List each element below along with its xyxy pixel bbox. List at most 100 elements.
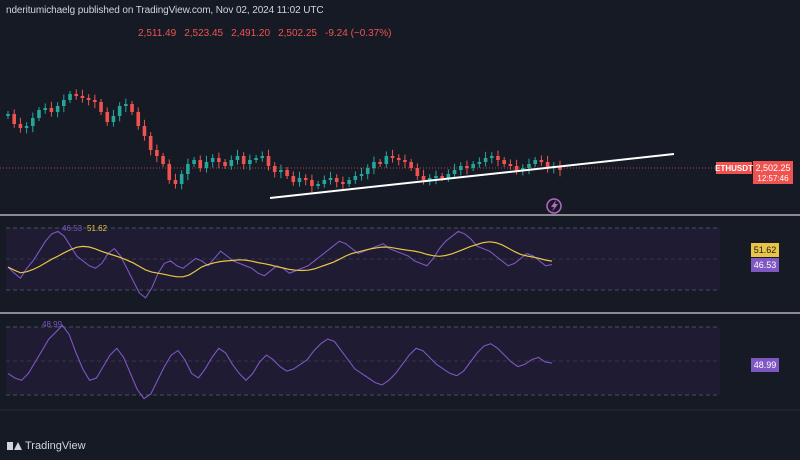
candle-body: [204, 162, 209, 168]
candle-body: [421, 176, 426, 180]
candle-body: [477, 162, 482, 164]
candle-body: [86, 98, 91, 100]
osc-label-value: 48.99: [42, 320, 63, 329]
candle-body: [353, 176, 358, 180]
candle-body: [378, 162, 382, 164]
candle-body: [99, 102, 103, 112]
candle-body: [527, 164, 531, 168]
candle-body: [316, 184, 320, 186]
candle-body: [93, 100, 97, 102]
candle-body: [471, 164, 475, 168]
candle-body: [272, 166, 277, 172]
candle-body: [520, 168, 525, 170]
price-tag-value: 2,502.25: [755, 163, 790, 173]
candle-body: [502, 160, 506, 164]
candle-body: [68, 94, 72, 100]
candle-body: [545, 162, 550, 168]
candle-body: [359, 174, 364, 176]
candle-body: [260, 156, 265, 158]
candle-body: [173, 180, 178, 184]
ohlc-close: 2,502.25: [278, 28, 317, 39]
candle-body: [483, 158, 488, 162]
rsi-ma-axis-text: 51.62: [754, 245, 777, 255]
rsi-label-ma: 51.62: [87, 224, 108, 233]
candle-body: [235, 156, 240, 160]
candle-body: [31, 118, 35, 126]
candle-body: [217, 158, 221, 162]
ohlc-readout: 2,511.49 2,523.45 2,491.20 2,502.25 -9.2…: [138, 28, 391, 39]
candle-body: [105, 112, 110, 122]
candle-body: [62, 100, 66, 106]
candle-body: [186, 164, 190, 174]
ohlc-high: 2,523.45: [184, 28, 224, 39]
candle-body: [210, 158, 215, 162]
candle-body: [403, 160, 407, 162]
symbol-tag-text: ETHUSDT: [715, 164, 753, 173]
price-tag: 2,502.25 12:57:46: [753, 161, 793, 184]
candle-body: [279, 170, 283, 172]
candle-body: [142, 126, 147, 136]
lightning-icon[interactable]: [546, 198, 562, 214]
candle-body: [248, 160, 252, 164]
osc-axis-tag: 48.99: [751, 358, 779, 372]
candle-body: [285, 170, 289, 176]
candle-body: [229, 160, 234, 166]
candle-body: [446, 174, 451, 178]
candle-body: [452, 170, 457, 174]
candle-body: [12, 114, 17, 124]
price-tag-countdown: 12:57:46: [757, 174, 789, 183]
candle-body: [390, 156, 395, 158]
candle-body: [427, 178, 432, 180]
candle-body: [179, 174, 184, 184]
candle-body: [297, 178, 302, 182]
candle-body: [458, 166, 463, 170]
candle-body: [24, 126, 29, 128]
candle-body: [192, 160, 196, 164]
candle-body: [198, 160, 203, 168]
oscillator-line: [7, 324, 553, 400]
candle-body: [365, 168, 370, 174]
candle-body: [291, 176, 296, 182]
candle-body: [49, 108, 54, 112]
candle-body: [111, 116, 116, 122]
ohlc-low: 2,491.20: [231, 28, 271, 39]
candle-body: [117, 106, 122, 116]
candle-body: [161, 156, 165, 164]
candle-body: [254, 158, 258, 160]
candle-body: [489, 156, 494, 158]
candle-body: [440, 176, 444, 178]
candle-body: [136, 112, 141, 126]
ohlc-open: 2,511.49: [138, 28, 177, 39]
symbol-tag: ETHUSDT: [715, 162, 753, 174]
candle-body: [396, 158, 401, 160]
tradingview-brand[interactable]: TradingView: [7, 440, 86, 452]
rsi-axis-tag: 46.53: [751, 258, 779, 272]
rsi-axis-text: 46.53: [754, 260, 777, 270]
candle-body: [409, 162, 413, 168]
candle-body: [347, 180, 351, 184]
rsi-ma-axis-tag: 51.62: [751, 243, 779, 257]
candle-body: [322, 180, 327, 184]
candle-body: [508, 164, 513, 166]
rsi-label-value: 46.53: [62, 224, 83, 233]
candle-body: [384, 156, 389, 164]
candle-body: [372, 162, 376, 168]
candle-body: [6, 114, 10, 116]
trendline[interactable]: [269, 153, 675, 199]
candle-body: [434, 176, 438, 178]
candles: [6, 89, 562, 193]
candle-body: [43, 108, 48, 110]
candle-body: [328, 178, 333, 180]
candle-body: [415, 168, 420, 176]
candle-body: [74, 94, 79, 96]
candle-body: [303, 178, 308, 180]
candle-body: [155, 150, 159, 156]
candle-body: [496, 156, 500, 160]
candle-body: [130, 104, 134, 112]
candle-body: [148, 136, 153, 150]
candle-body: [334, 178, 339, 182]
candle-body: [266, 156, 271, 166]
candle-body: [223, 162, 227, 166]
candle-body: [465, 166, 469, 168]
